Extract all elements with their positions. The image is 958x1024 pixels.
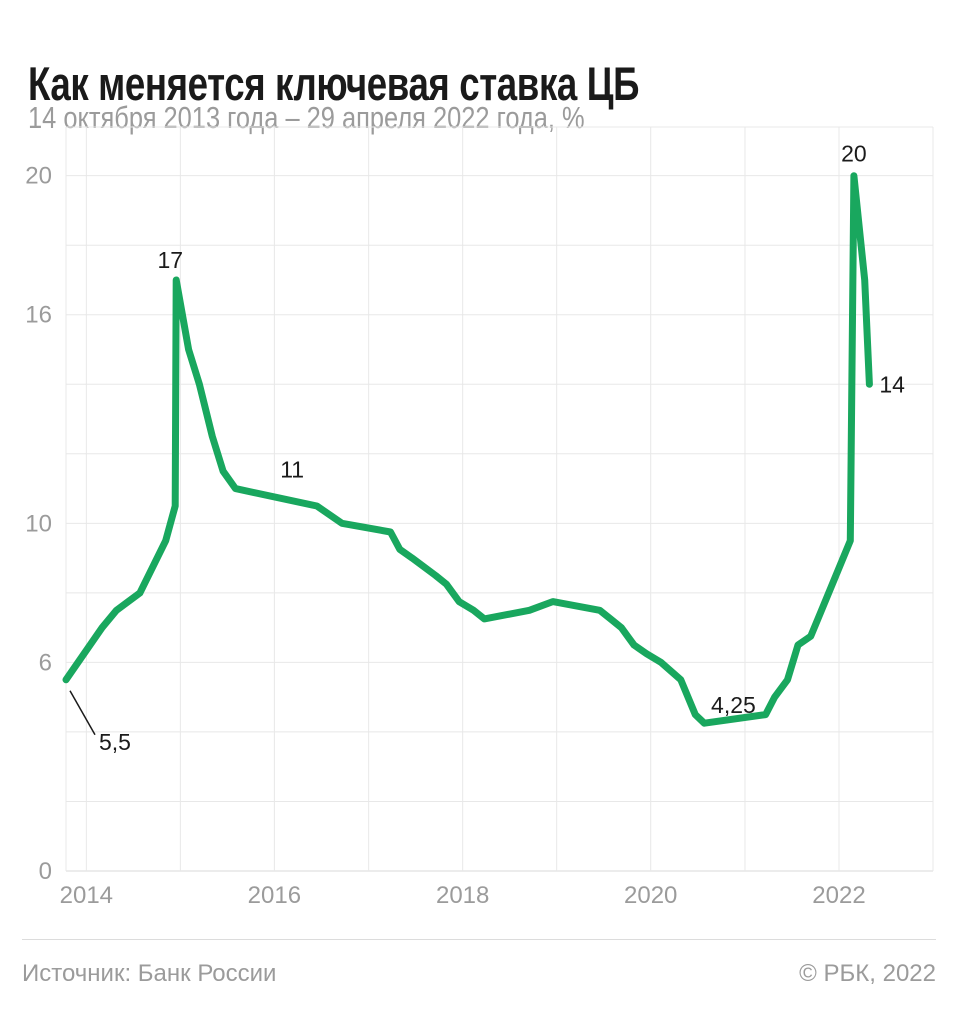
annotation-17: 17 (157, 247, 183, 273)
annotation-11: 11 (280, 457, 304, 483)
page-title: Как меняется ключевая ставка ЦБ (28, 57, 640, 111)
axis-labels: 0 6 10 16 20 2014 2016 2018 2020 2022 (25, 163, 865, 909)
annotation-14: 14 (879, 371, 905, 397)
rate-line-layer (62, 172, 873, 727)
annotation-4-25: 4,25 (711, 692, 756, 718)
annotation-5-5: 5,5 (99, 729, 131, 755)
page-subtitle: 14 октября 2013 года – 29 апреля 2022 го… (28, 100, 585, 135)
y-tick-label: 20 (25, 163, 52, 190)
gridlines (65, 126, 934, 872)
x-tick-label: 2018 (436, 882, 489, 909)
copyright-label: © РБК, 2022 (799, 960, 936, 987)
annotation-5-5-callout-line (69, 690, 96, 736)
x-tick-label: 2014 (60, 882, 113, 909)
y-tick-label: 10 (25, 510, 52, 537)
source-label: Источник: Банк России (22, 960, 277, 987)
annotations: 5,5 17 11 4,25 20 14 (69, 141, 905, 755)
y-tick-label: 6 (39, 649, 52, 676)
rate-line (62, 172, 873, 727)
x-tick-label: 2020 (624, 882, 677, 909)
x-tick-label: 2016 (248, 882, 301, 909)
y-tick-label: 16 (25, 302, 52, 329)
footer-divider (22, 939, 936, 940)
y-tick-label: 0 (39, 858, 52, 885)
annotation-20: 20 (841, 141, 867, 167)
x-tick-label: 2022 (812, 882, 865, 909)
